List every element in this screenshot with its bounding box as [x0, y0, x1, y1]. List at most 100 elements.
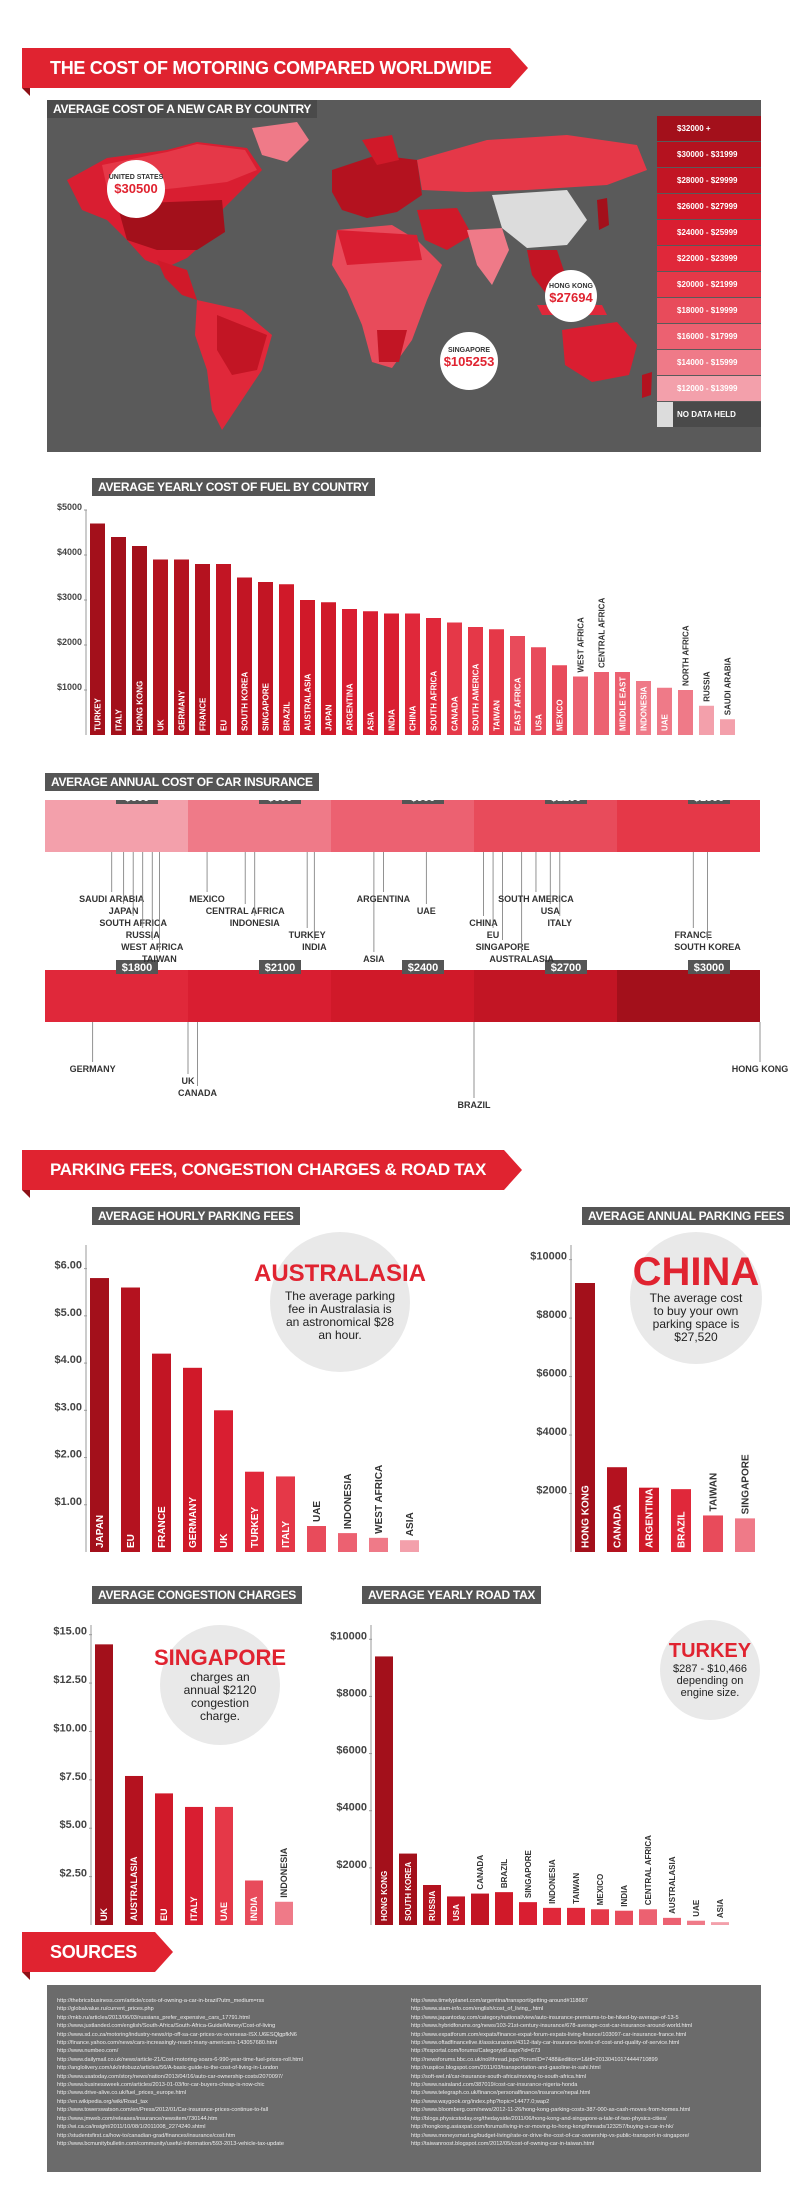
- source-link[interactable]: http://www.oftadfinancelive.it/assicuraz…: [411, 2040, 680, 2047]
- bar-taiwan: [489, 629, 504, 735]
- source-link[interactable]: http://www.timelyplanet.com/argentina/tr…: [411, 1998, 588, 2004]
- insurance-label-south-korea: SOUTH KOREA: [674, 942, 741, 952]
- callout-turkey-text: $287 - $10,466 depending on engine size.: [672, 1662, 747, 1700]
- source-link[interactable]: http://www.waygook.org/index.php?topic=1…: [411, 2098, 550, 2105]
- bar-label-india: INDIA: [620, 1885, 629, 1907]
- legend-item-7: $18000 - $19999: [657, 298, 761, 323]
- source-link[interactable]: http://wi.ca.ca/insight/2011/10/08/1/201…: [57, 2124, 206, 2131]
- bar-south-america: [468, 627, 483, 735]
- bar-italy: [276, 1476, 295, 1552]
- source-link[interactable]: http://fxsportal.com/forums/Categoryidl.…: [411, 2048, 541, 2055]
- callout-hk-name: HONG KONG: [549, 283, 593, 290]
- source-link[interactable]: http://en.wikipedia.org/wiki/Road_tax: [57, 2098, 148, 2105]
- scale-band--1800: [45, 970, 188, 1022]
- source-link[interactable]: http://www.justlanded.com/english/South-…: [57, 2023, 276, 2030]
- legend-item-11: NO DATA HELD: [657, 402, 761, 427]
- bar-label-hong-kong: HONG KONG: [380, 1871, 389, 1921]
- bar-canada: [447, 622, 462, 735]
- y-tick-label: $3000: [57, 592, 82, 602]
- region-south-africa: [377, 330, 407, 362]
- scale-tag-bg: [402, 800, 444, 804]
- main-title: THE COST OF MOTORING COMPARED WORLDWIDE: [22, 48, 528, 96]
- source-link[interactable]: http://www.sd.co.za/motoring/industry-ne…: [57, 2031, 297, 2038]
- region-middle-east: [417, 208, 472, 250]
- y-tick-label: $7.50: [59, 1771, 87, 1783]
- source-link[interactable]: http://mkb.ru/articles/2013/06/03/russia…: [57, 2014, 250, 2021]
- bar-asia: [711, 1922, 729, 1925]
- bar-label-singapore: SINGAPORE: [261, 682, 270, 731]
- callout-australasia-text: The average parking fee in Australasia i…: [284, 1288, 396, 1343]
- source-link[interactable]: http://www.siam-info.com/english/cost_of…: [411, 2006, 544, 2013]
- bar-label-asia: ASIA: [405, 1512, 416, 1536]
- callout-china: CHINA The average cost to buy your own p…: [630, 1232, 762, 1364]
- source-link[interactable]: http://www.nairaland.com/387019/cost-car…: [411, 2082, 578, 2089]
- region-australia: [562, 322, 637, 382]
- bar-usa: [531, 647, 546, 735]
- source-link[interactable]: http://soft-wel.nl/car-insurance-south-a…: [411, 2073, 587, 2080]
- bar-label-uae: UAE: [660, 713, 669, 731]
- bar-italy: [111, 537, 126, 735]
- bar-uk: [95, 1644, 113, 1925]
- scale-tag--2700: $2700: [551, 962, 582, 974]
- insurance-label-saudi-arabia: SAUDI ARABIA: [79, 894, 145, 904]
- bar-label-eu: EU: [219, 720, 228, 731]
- source-link[interactable]: http://anglolivery.com/uk/infobuzz/artic…: [57, 2065, 279, 2072]
- source-link[interactable]: http://blogs.physicstoday.org/thedayside…: [411, 2115, 667, 2122]
- y-tick-label: $4000: [536, 1426, 567, 1438]
- legend-label: $14000 - $15999: [673, 350, 761, 375]
- bar-label-indonesia: INDONESIA: [343, 1474, 354, 1530]
- bar-label-mexico: MEXICO: [596, 1874, 605, 1906]
- source-link[interactable]: http://www.bcmunitybulletin.com/communit…: [57, 2140, 284, 2147]
- source-link[interactable]: http://www.telegraph.co.uk/finance/perso…: [411, 2090, 591, 2097]
- bar-japan: [321, 602, 336, 735]
- insurance-label-germany: GERMANY: [70, 1064, 116, 1074]
- legend-label: $24000 - $25999: [673, 220, 761, 245]
- source-link[interactable]: http://finance.yahoo.com/news/cars-incre…: [57, 2040, 278, 2047]
- bar-label-indonesia: INDONESIA: [548, 1859, 557, 1904]
- bar-label-singapore: SINGAPORE: [741, 1454, 752, 1514]
- source-link[interactable]: http://www.hybridforums.org/news/103-21s…: [411, 2023, 693, 2030]
- source-link[interactable]: http://www.expatforum.com/expats/finance…: [411, 2031, 687, 2038]
- source-link[interactable]: http://www.jmweb.com/releases/insurance/…: [57, 2115, 218, 2122]
- source-link[interactable]: http://ruspiice.blogspot.com/2011/03/tra…: [411, 2065, 601, 2072]
- bar-asia: [363, 611, 378, 735]
- bar-label-asia: ASIA: [366, 712, 375, 731]
- source-link[interactable]: http://studentsfirst.ca/how-to/canadian-…: [57, 2132, 236, 2139]
- bar-label-india: INDIA: [249, 1896, 259, 1921]
- legend-swatch: [657, 220, 673, 245]
- source-link[interactable]: http://www.businessweek.com/articles/201…: [57, 2082, 265, 2089]
- fuel-chart: $1000 $2000 $3000 $4000 $5000 TURKEY ITALY HONG…: [57, 502, 735, 735]
- source-link[interactable]: http://www.towerswatson.com/en/Press/201…: [57, 2107, 269, 2114]
- callout-sg-name: SINGAPORE: [447, 347, 490, 354]
- bar-label-usa: USA: [534, 714, 543, 731]
- legend-item-9: $14000 - $15999: [657, 350, 761, 375]
- bar-label-east-africa: EAST AFRICA: [513, 677, 522, 731]
- source-link[interactable]: http://www.numbeo.com/: [57, 2048, 119, 2055]
- source-link[interactable]: http://taiwanroost.blogspot.com/2012/05/…: [411, 2140, 595, 2147]
- bar-east-africa: [510, 636, 525, 735]
- hourly-label: AVERAGE HOURLY PARKING FEES: [92, 1207, 300, 1225]
- source-link[interactable]: http://www.dailymail.co.uk/news/article-…: [57, 2056, 303, 2063]
- scale-tag-bg: [259, 960, 301, 974]
- source-link[interactable]: http://www.usatoday.com/story/news/natio…: [57, 2073, 283, 2080]
- source-link[interactable]: http://www.drive-alive.co.uk/fuel_prices…: [57, 2090, 187, 2097]
- bar-label-uk: UK: [219, 1533, 230, 1548]
- bar-taiwan: [703, 1515, 723, 1552]
- congestion-label: AVERAGE CONGESTION CHARGES: [92, 1586, 302, 1604]
- source-link[interactable]: http://www.moneysmart.sg/budget-living/r…: [411, 2132, 690, 2139]
- scale-band--900: [331, 800, 474, 852]
- source-link[interactable]: http://www.japantoday.com/category/natio…: [411, 2014, 679, 2021]
- scale-band--2700: [474, 970, 617, 1022]
- source-link[interactable]: http://globalvalue.ru/current_prices.php: [57, 2006, 154, 2013]
- scale-band--600: [188, 800, 331, 852]
- source-link[interactable]: http://thebricsbusiness.com/article/cost…: [57, 1998, 265, 2004]
- y-tick-label: $6000: [336, 1745, 367, 1757]
- source-link[interactable]: http://newsforums.bbc.co.uk/nol/thread.j…: [411, 2056, 658, 2063]
- bar-russia: [699, 705, 714, 735]
- source-link[interactable]: http://www.bloomberg.com/news/2012-11-26…: [411, 2107, 691, 2114]
- bar-label-germany: GERMANY: [188, 1497, 199, 1548]
- source-link[interactable]: http://hongkong.asiaxpat.com/forums/livi…: [411, 2124, 674, 2131]
- bar-label-hong-kong: HONG KONG: [135, 681, 144, 731]
- insurance-label-taiwan: TAIWAN: [142, 954, 177, 964]
- bar-west-africa: [573, 676, 588, 735]
